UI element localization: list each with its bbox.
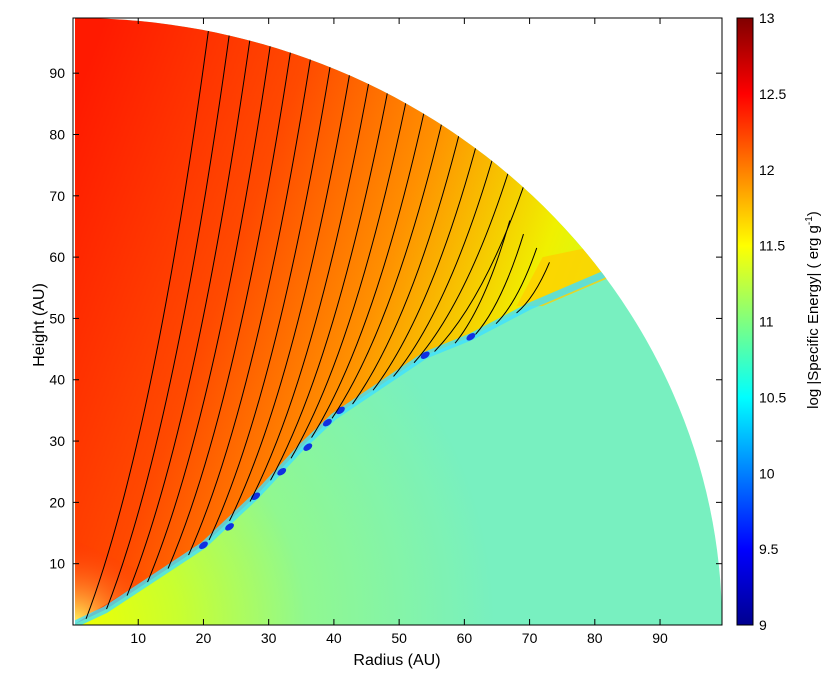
x-tick-label: 40: [326, 630, 342, 646]
streamline: [331, 113, 445, 419]
streamline: [434, 176, 528, 352]
colorbar-tick-label: 9: [759, 617, 767, 633]
cold-spot: [199, 541, 208, 550]
streamline: [167, 40, 293, 569]
cold-spot: [225, 523, 234, 531]
cold-spot: [420, 351, 430, 359]
x-axis-label: Radius (AU): [353, 652, 440, 669]
boundary-layer: [75, 204, 722, 625]
colorbar-label-tail: ): [805, 211, 822, 216]
x-tick-label: 20: [196, 630, 212, 646]
x-tick-label: 50: [391, 630, 407, 646]
y-tick-label: 20: [49, 494, 65, 510]
streamline: [106, 23, 232, 610]
colorbar-label: log |Specific Energy| ( erg g-1): [804, 211, 822, 409]
streamline: [352, 124, 463, 405]
streamline: [495, 247, 538, 325]
colorbar-label-sup: -1: [804, 216, 815, 225]
colorbar-tick-label: 9.5: [759, 541, 779, 557]
field: [75, 18, 722, 625]
y-tick-label: 60: [49, 249, 65, 265]
x-tick-label: 90: [652, 630, 668, 646]
streamline: [516, 262, 550, 314]
colorbar-tick-label: 13: [759, 10, 775, 26]
x-tick-label: 80: [587, 630, 603, 646]
colorbar-label-text: log |Specific Energy| ( erg g: [805, 225, 822, 409]
streamline: [229, 63, 352, 521]
shock-step: [516, 244, 615, 307]
cold-spot: [322, 418, 332, 427]
colorbar-tick-label: 12.5: [759, 86, 786, 102]
y-tick-label: 90: [49, 65, 65, 81]
streamline: [393, 149, 496, 377]
y-tick-label: 50: [49, 310, 65, 326]
x-tick-label: 10: [130, 630, 146, 646]
streamline: [311, 102, 427, 438]
colorbar-tick-label: 11: [759, 314, 774, 330]
streamline: [208, 55, 333, 541]
streamline: [475, 233, 524, 335]
colorbar-tick-label: 10.5: [759, 389, 786, 405]
colorbar-tick-label: 12: [759, 162, 775, 178]
streamline: [372, 136, 480, 391]
x-tick-label: 70: [522, 630, 538, 646]
x-tick-label: 30: [261, 630, 277, 646]
plot-frame: [72, 17, 723, 626]
streamline: [290, 91, 409, 459]
x-tick-label: 60: [457, 630, 473, 646]
streamline: [413, 162, 512, 364]
cold-spot: [277, 467, 287, 476]
streamline: [454, 220, 511, 344]
cold-spot: [466, 333, 476, 341]
y-tick-label: 80: [49, 126, 65, 142]
streamline: [126, 28, 252, 596]
streamline: [85, 19, 211, 620]
y-tick-label: 10: [49, 556, 65, 572]
y-tick-label: 30: [49, 433, 65, 449]
colorbar-tick-label: 11.5: [759, 238, 785, 254]
streamline: [188, 47, 313, 556]
y-tick-label: 70: [49, 188, 65, 204]
cold-spot: [303, 443, 313, 451]
streamline: [249, 72, 372, 502]
wind-base: [75, 539, 152, 625]
colorbar: [736, 17, 754, 626]
streamline: [147, 34, 273, 583]
colorbar-tick-label: 10: [759, 465, 775, 481]
y-tick-label: 40: [49, 372, 65, 388]
y-axis-label: Height (AU): [31, 283, 48, 367]
streamline: [270, 81, 390, 481]
